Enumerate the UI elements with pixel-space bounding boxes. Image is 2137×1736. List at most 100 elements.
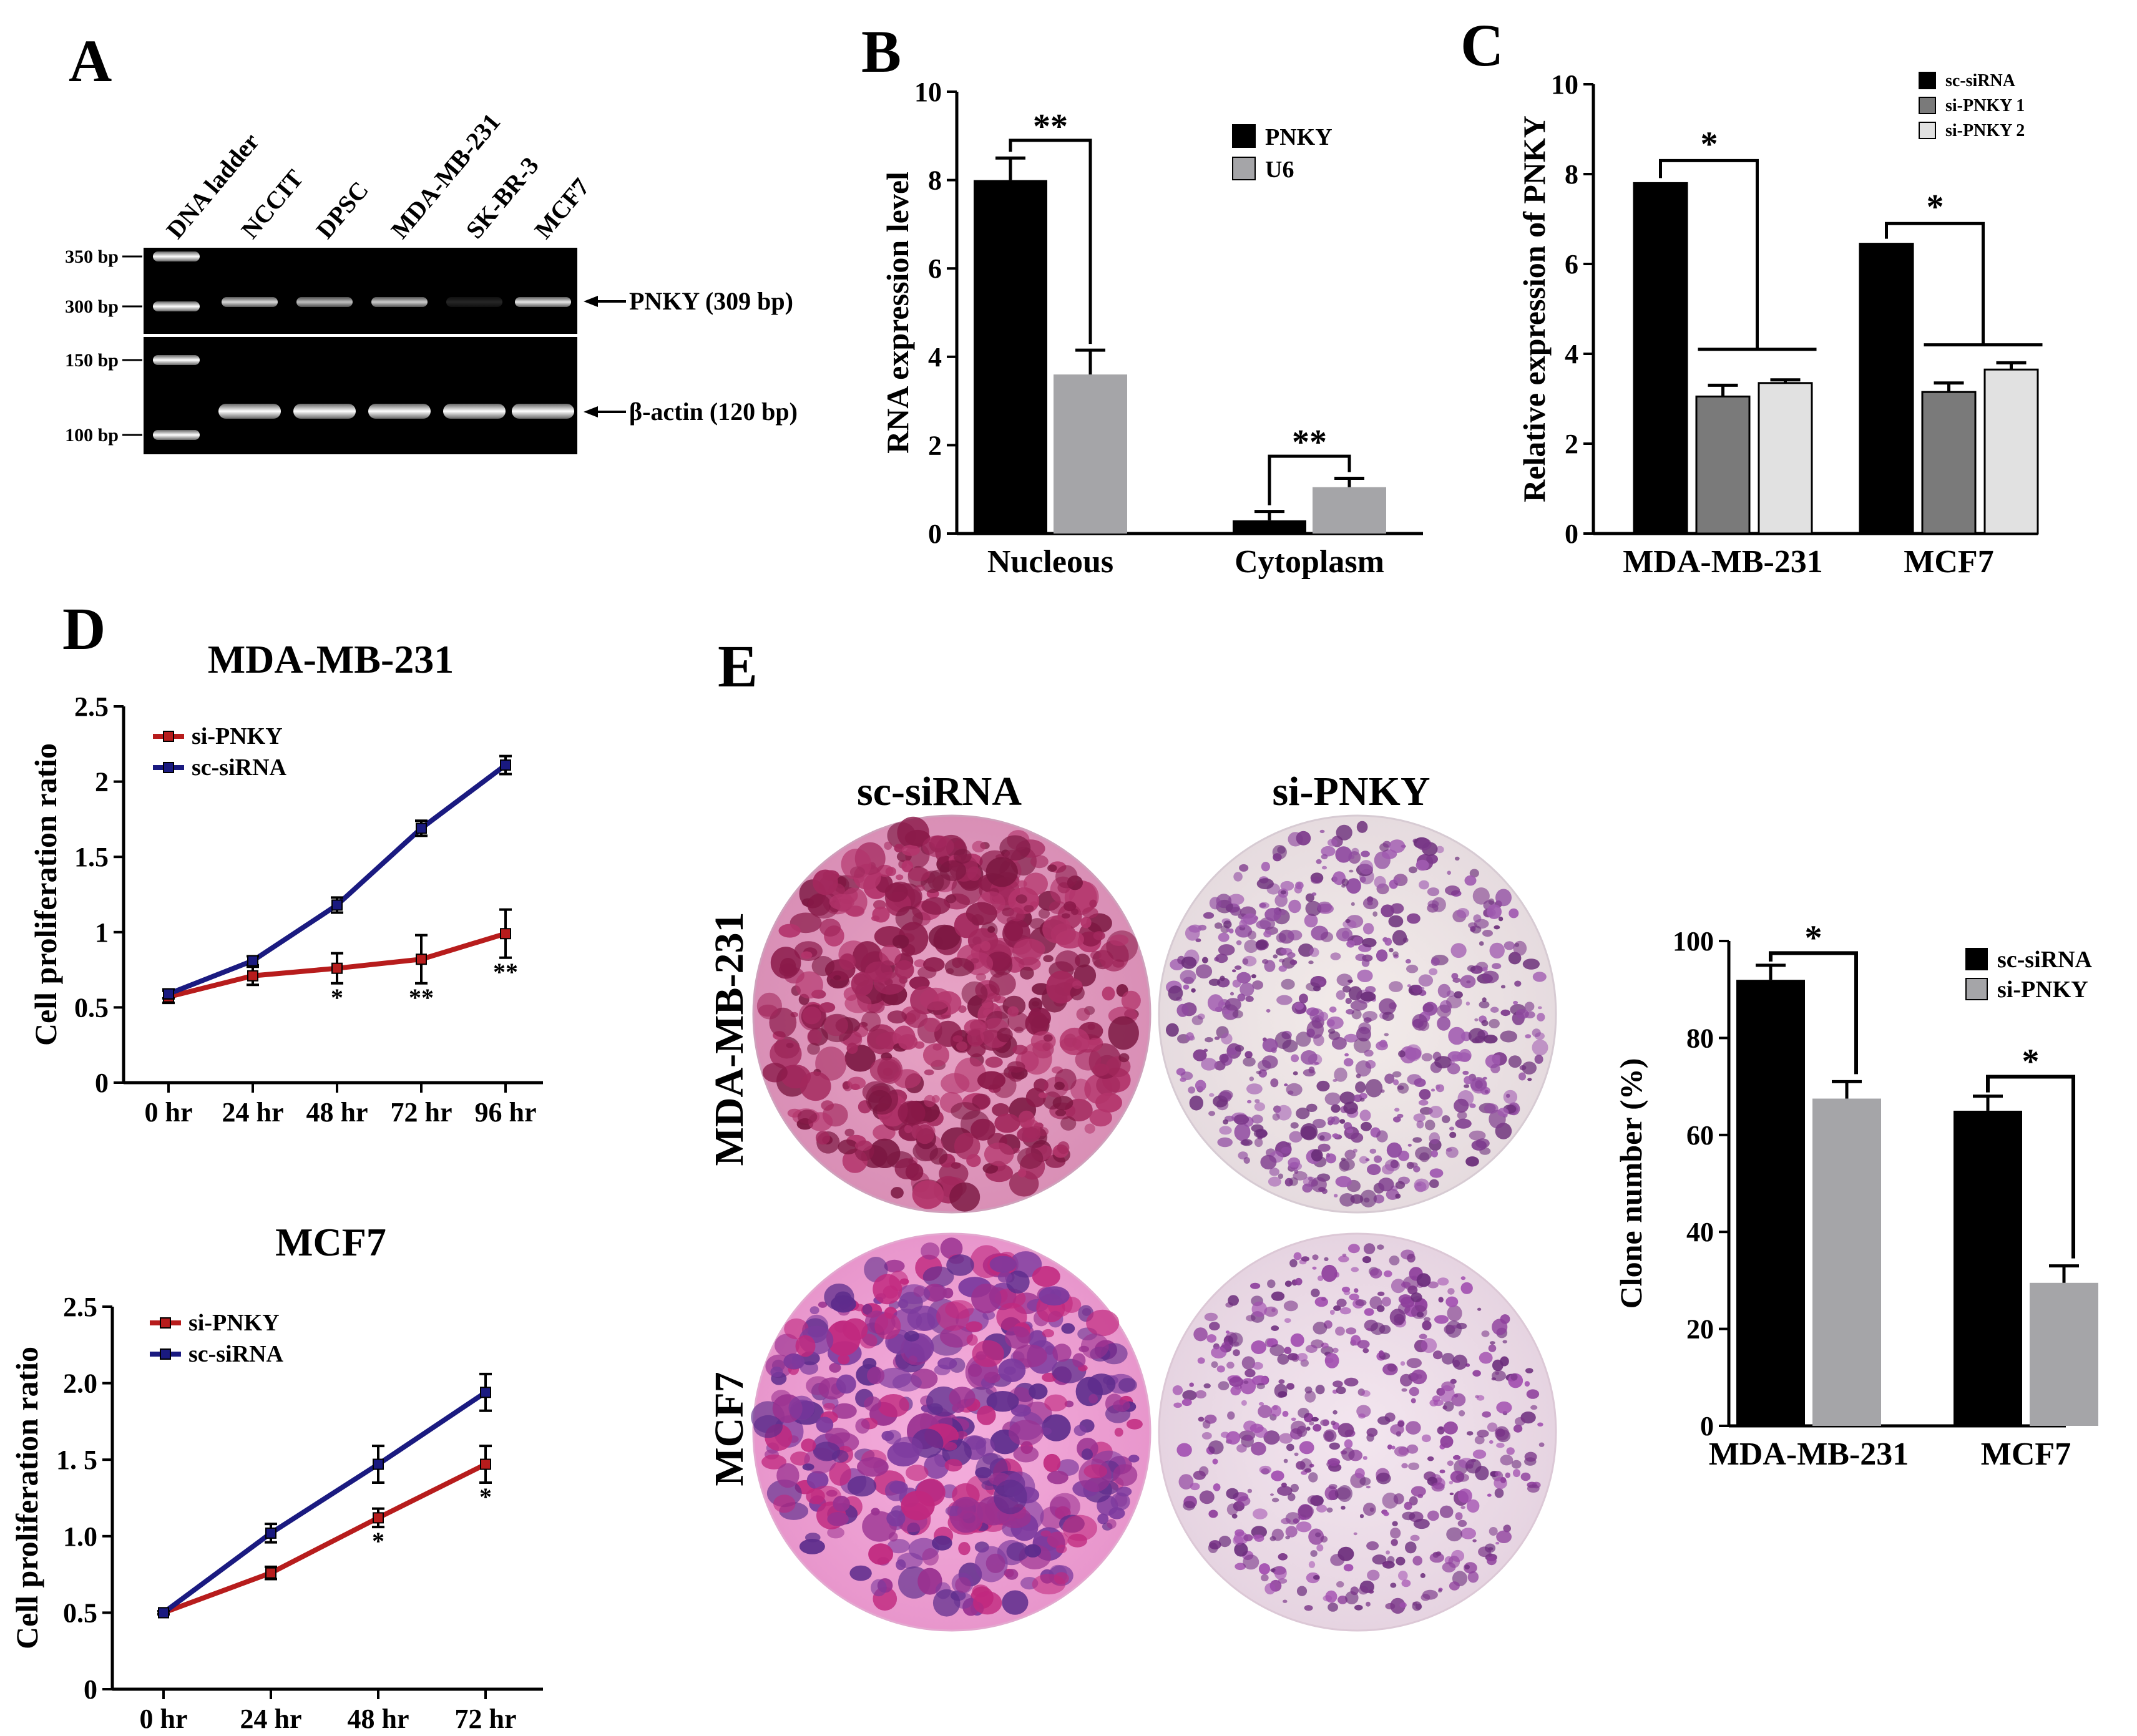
colony-dot <box>1351 1133 1364 1143</box>
ladder-size-0: 350 bp <box>65 246 119 267</box>
colony-dot <box>1327 839 1338 847</box>
colony-dot <box>846 1042 858 1054</box>
colony-dot <box>1055 950 1080 972</box>
D2-y-tick-label: 1.0 <box>63 1521 97 1552</box>
B-y-tick-label: 8 <box>928 165 942 196</box>
colony-dot <box>1202 1420 1211 1429</box>
colony-dot <box>1376 1130 1388 1143</box>
D2-legend-marker-0 <box>160 1317 171 1329</box>
colony-dot <box>1118 1378 1137 1392</box>
colony-dot <box>974 1546 1008 1582</box>
colony-dot <box>1363 1243 1376 1254</box>
colony-dot <box>1472 1449 1487 1459</box>
colony-dot <box>818 1301 828 1308</box>
colony-dot <box>1436 1004 1452 1018</box>
colony-dot <box>1357 1340 1370 1349</box>
colony-dot <box>1204 1312 1218 1322</box>
colony-dot <box>1041 1414 1071 1441</box>
colony-dot <box>1435 846 1444 854</box>
colony-dot <box>1313 1575 1320 1580</box>
colony-dot <box>1411 1369 1427 1385</box>
colony-dot <box>1316 1544 1324 1552</box>
B-y-tick-label: 6 <box>928 253 942 284</box>
colony-dot <box>1208 1543 1218 1554</box>
colony-dot <box>1263 1430 1280 1445</box>
C-cat-label-0: MDA-MB-231 <box>1623 544 1823 580</box>
colony-dot <box>1017 880 1027 887</box>
colony-dot <box>992 1103 1010 1117</box>
colony-dot <box>1412 985 1422 994</box>
colony-dot <box>1460 1528 1476 1539</box>
colony-dot <box>829 1461 851 1486</box>
colony-dot <box>1378 1178 1394 1192</box>
colony-dot <box>1043 955 1054 962</box>
colony-dot <box>780 958 796 974</box>
colony-dot <box>1514 980 1522 987</box>
colony-dot <box>989 972 1016 996</box>
D2-sig-label-2: * <box>372 1527 384 1555</box>
colony-dot <box>924 1069 934 1076</box>
colony-dot <box>1228 1295 1239 1306</box>
colony-dot <box>802 1463 814 1471</box>
colony-dot <box>1419 1334 1427 1340</box>
colony-dot <box>1433 1399 1444 1407</box>
colony-dot <box>1406 1444 1419 1454</box>
colony-dot <box>1009 907 1024 922</box>
colony-dot <box>944 1459 962 1472</box>
colony-dot <box>1183 1501 1196 1511</box>
colony-dot <box>1492 1370 1506 1382</box>
colony-dot <box>1017 1147 1044 1169</box>
B-y-tick-label: 4 <box>928 342 942 373</box>
C-y-tick-label: 8 <box>1565 159 1578 190</box>
colony-dot <box>1324 1092 1341 1106</box>
colony-dot <box>1336 1299 1347 1307</box>
colony-dot <box>1329 1006 1337 1013</box>
colony-dot <box>1225 998 1241 1012</box>
D1-y-label: Cell proliferation ratio <box>28 743 63 1046</box>
D1-point-1-2 <box>331 899 343 911</box>
colony-dot <box>1302 1183 1313 1193</box>
colony-dot <box>1252 980 1263 990</box>
colony-dot <box>1494 925 1500 930</box>
colony-dot <box>1419 880 1429 890</box>
colony-dot <box>1336 1386 1346 1395</box>
colony-dot <box>1419 1152 1430 1163</box>
colony-dot <box>914 959 926 968</box>
colony-dot <box>868 1543 894 1565</box>
colony-dot <box>1116 1486 1132 1497</box>
colony-dot <box>1294 1452 1299 1456</box>
colony-dot <box>953 849 972 864</box>
colony-dot <box>1382 1492 1399 1509</box>
colony-dot <box>1253 1508 1268 1519</box>
colony-dot <box>888 1532 898 1542</box>
colony-dot <box>1197 1357 1205 1364</box>
colony-dot <box>1176 1443 1192 1457</box>
colony-dot <box>1424 1119 1435 1131</box>
colony-dot <box>1472 1539 1477 1543</box>
colony-dot <box>844 993 872 1013</box>
colony-dot <box>1059 1027 1090 1056</box>
D1-y-tick-label: 2 <box>95 767 109 797</box>
colony-dot <box>972 1340 1004 1367</box>
colony-dot <box>1237 993 1246 1002</box>
colony-dot <box>997 1271 1012 1283</box>
colony-dot <box>1321 866 1328 870</box>
colony-dot <box>1286 1142 1291 1146</box>
colony-dot <box>1407 1143 1412 1147</box>
D1-point-1-3 <box>416 822 427 834</box>
colony-dot <box>1376 949 1388 962</box>
E-legend-swatch-1 <box>1965 978 1988 1000</box>
B-legend-label-0: PNKY <box>1265 124 1333 150</box>
colony-dot <box>1457 1488 1472 1503</box>
colony-dot <box>1323 1429 1337 1443</box>
ladder-band-0 <box>153 251 200 261</box>
colony-dot <box>1032 1265 1060 1287</box>
colony-dot <box>1024 905 1034 912</box>
D2-series-line-1 <box>162 1390 487 1615</box>
colony-dot <box>1465 1458 1482 1474</box>
colony-dot <box>1509 908 1519 919</box>
colony-dot <box>985 857 1018 887</box>
colony-dot <box>815 1131 830 1145</box>
colony-dot <box>1271 1325 1279 1331</box>
